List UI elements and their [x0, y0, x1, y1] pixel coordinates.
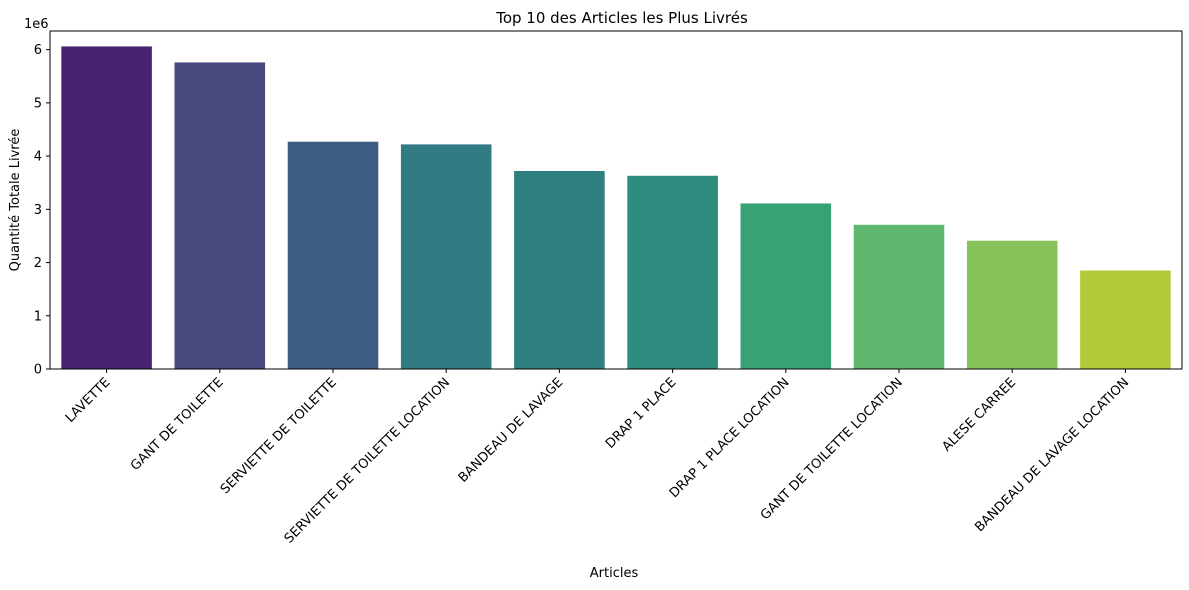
- bar-8: [853, 224, 945, 369]
- x-tick-label-3: SERVIETTE DE TOILETTE: [218, 375, 340, 497]
- x-tick-label-5: BANDEAU DE LAVAGE: [456, 375, 567, 486]
- bar-2: [174, 62, 266, 369]
- y-tick-label-3: 3: [34, 203, 42, 218]
- x-tick-label-9: ALESE CARREE: [940, 375, 1019, 454]
- bar-1: [61, 46, 152, 370]
- bar-7: [740, 203, 832, 369]
- y-tick-label-0: 0: [34, 363, 42, 378]
- plot-frame: [49, 30, 1183, 370]
- bar-5: [514, 170, 605, 369]
- bar-10: [1080, 270, 1171, 369]
- y-axis-offset-label: 1e6: [24, 17, 49, 32]
- bar-9: [966, 240, 1058, 369]
- x-tick-label-1: LAVETTE: [63, 375, 114, 426]
- bars-group: [61, 46, 1171, 370]
- x-tick-label-7: DRAP 1 PLACE LOCATION: [667, 375, 793, 501]
- y-tick-label-5: 5: [34, 96, 42, 111]
- y-tick-label-4: 4: [34, 150, 42, 165]
- chart-title: Top 10 des Articles les Plus Livrés: [495, 9, 748, 27]
- y-axis-label: Quantité Totale Livrée: [8, 129, 23, 272]
- y-ticks-group: 0 1 2 3 4 5 6: [34, 43, 50, 378]
- x-tick-label-6: DRAP 1 PLACE: [603, 375, 679, 451]
- x-axis-label: Articles: [590, 566, 639, 581]
- bar-6: [627, 175, 718, 369]
- x-tick-label-2: GANT DE TOILETTE: [128, 375, 227, 474]
- bar-4: [400, 144, 492, 369]
- y-tick-label-2: 2: [34, 256, 42, 271]
- y-tick-label-6: 6: [34, 43, 42, 58]
- bar-3: [287, 141, 379, 369]
- y-tick-label-1: 1: [34, 309, 42, 324]
